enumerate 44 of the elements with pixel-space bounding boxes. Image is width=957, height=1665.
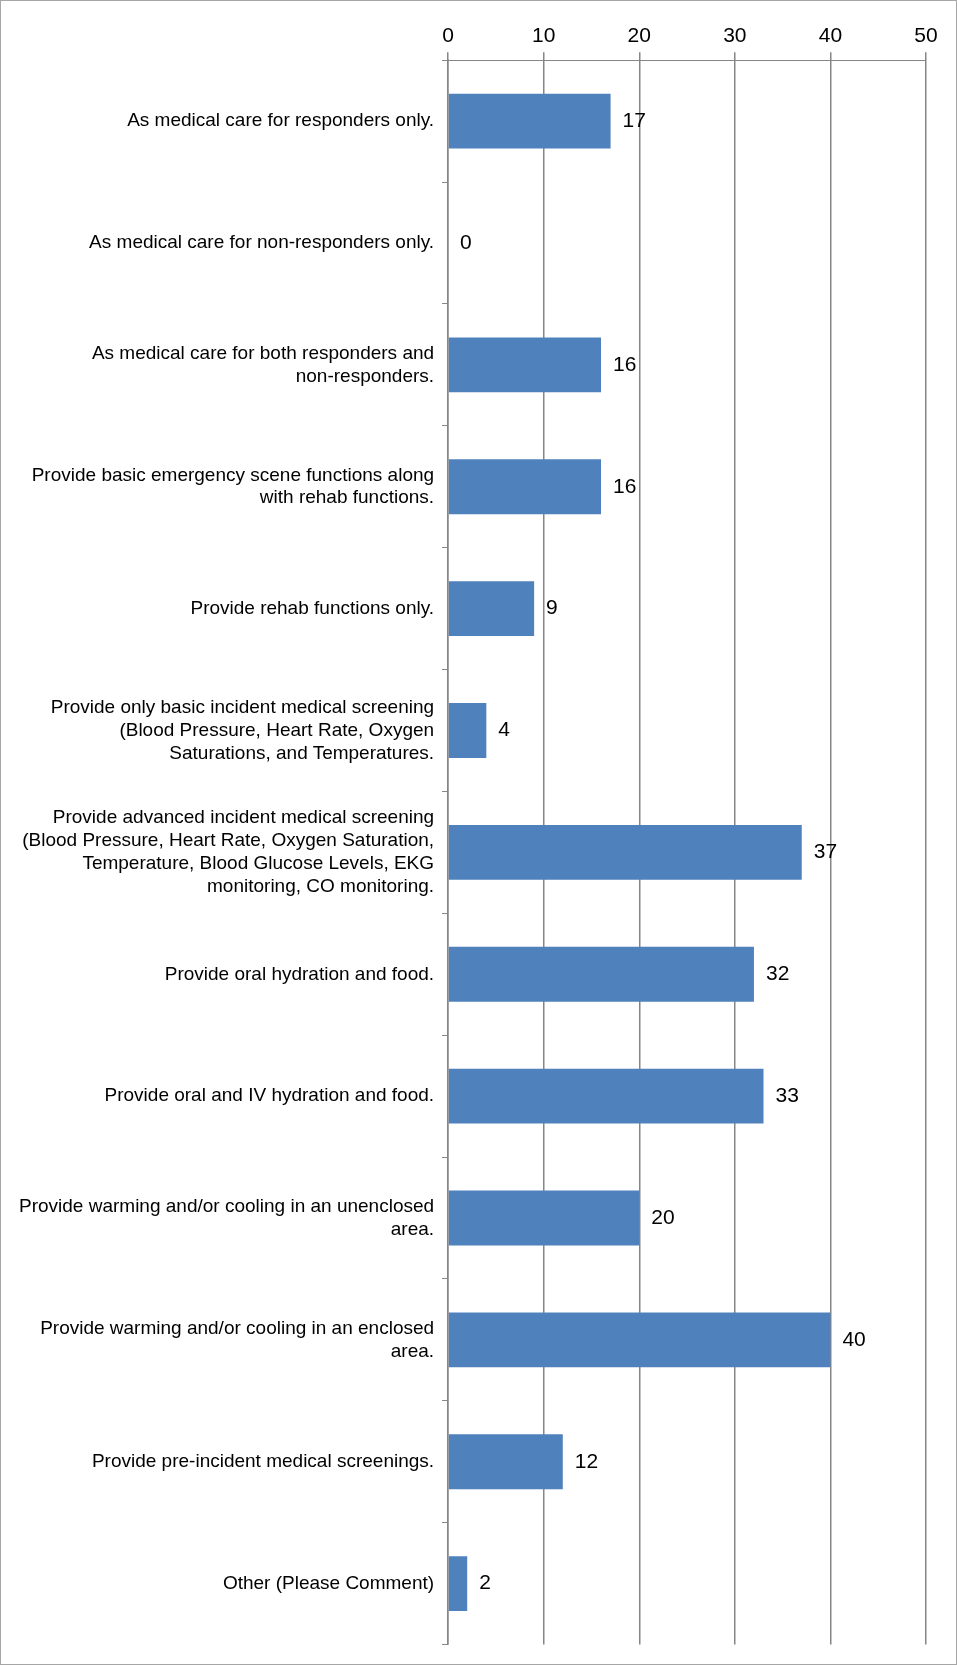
data-label: 17	[622, 107, 646, 131]
y-tick-label: Provide only basic incident medical screening (Blood Pressure, Heart Rate, Oxygen Saturations, and Temperatures.	[50, 695, 435, 763]
bar	[448, 703, 487, 758]
data-label: 4	[498, 717, 511, 741]
bar	[448, 824, 802, 880]
x-tick-label: 30	[723, 23, 747, 47]
y-tick-label: Provide oral hydration and food.	[164, 962, 435, 984]
bar	[448, 1190, 640, 1246]
data-label: 9	[546, 595, 558, 619]
bar	[448, 1068, 764, 1124]
y-tick-label: Other (Please Comment)	[222, 1571, 435, 1593]
data-label: 32	[765, 961, 790, 985]
x-tick-label: 20	[627, 23, 651, 47]
bar	[448, 581, 535, 637]
data-label: 0	[460, 229, 472, 253]
y-tick-label: Provide rehab functions only.	[190, 596, 435, 618]
data-label: 12	[574, 1448, 599, 1472]
y-tick-label: As medical care for both responders and non-responders.	[91, 341, 435, 386]
bar	[448, 946, 754, 1002]
data-label: 33	[775, 1082, 799, 1106]
bar	[448, 459, 602, 515]
data-label: 20	[651, 1204, 675, 1228]
x-tick-label: 0	[442, 23, 454, 47]
bar	[448, 1434, 563, 1490]
data-label: 37	[813, 839, 838, 863]
y-tick-label: As medical care for non-responders only.	[89, 231, 435, 253]
x-tick-label: 40	[818, 23, 843, 47]
y-tick-label: Provide pre-incident medical screenings.	[91, 1450, 435, 1472]
y-tick-label: Provide warming and/or cooling in an enclosed area.	[40, 1316, 435, 1361]
bar	[448, 337, 602, 393]
data-label: 2	[479, 1570, 491, 1594]
bar	[448, 93, 611, 149]
data-label: 16	[613, 473, 637, 497]
x-tick-label: 10	[531, 23, 556, 47]
y-tick-label: Provide warming and/or cooling in an unenclosed area.	[18, 1194, 435, 1239]
data-label: 40	[842, 1326, 866, 1350]
data-label: 16	[613, 351, 637, 375]
x-tick-label: 50	[914, 23, 938, 47]
y-tick-label: Provide basic emergency scene functions along with rehab functions.	[31, 463, 435, 508]
y-tick-label: As medical care for responders only.	[127, 109, 435, 131]
y-tick-label: Provide advanced incident medical screening (Blood Pressure, Heart Rate, Oxygen Saturation, Temperature, Blood Glucose Levels, EKG monitoring, CO monitoring.	[22, 806, 435, 896]
y-tick-label: Provide oral and IV hydration and food.	[104, 1084, 435, 1106]
bar	[448, 1556, 468, 1612]
bar	[448, 1312, 831, 1368]
